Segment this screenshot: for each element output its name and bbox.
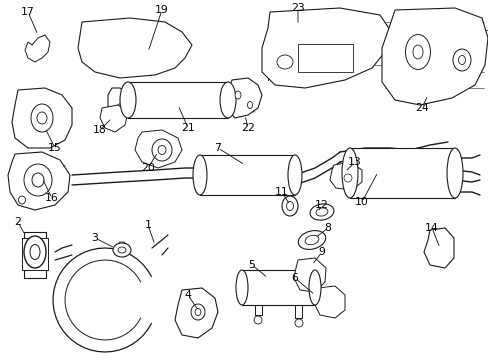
Ellipse shape [37, 112, 47, 124]
Text: 7: 7 [214, 143, 221, 153]
Polygon shape [293, 258, 325, 292]
Ellipse shape [158, 145, 165, 154]
Ellipse shape [113, 243, 131, 257]
Ellipse shape [24, 164, 52, 196]
Polygon shape [314, 286, 345, 318]
Text: 4: 4 [184, 290, 191, 300]
Ellipse shape [236, 270, 247, 305]
Text: 3: 3 [91, 233, 98, 243]
Ellipse shape [282, 196, 297, 216]
Ellipse shape [308, 270, 320, 305]
Ellipse shape [305, 235, 318, 245]
Text: 15: 15 [48, 143, 62, 153]
Ellipse shape [118, 247, 126, 253]
Ellipse shape [341, 148, 357, 198]
Ellipse shape [315, 208, 327, 216]
Text: 19: 19 [155, 5, 168, 15]
Ellipse shape [120, 82, 136, 118]
Polygon shape [329, 162, 361, 190]
Text: 24: 24 [414, 103, 428, 113]
Ellipse shape [235, 91, 241, 99]
Ellipse shape [287, 155, 302, 195]
Text: 8: 8 [324, 223, 331, 233]
Text: 5: 5 [248, 260, 255, 270]
Bar [128, 82, 227, 118]
Ellipse shape [19, 196, 25, 204]
Text: 18: 18 [93, 125, 107, 135]
Ellipse shape [309, 204, 333, 220]
Ellipse shape [452, 49, 470, 71]
Text: 23: 23 [290, 3, 304, 13]
Text: 17: 17 [21, 7, 35, 17]
Ellipse shape [247, 102, 252, 108]
Text: 14: 14 [424, 223, 438, 233]
Polygon shape [78, 18, 192, 78]
Polygon shape [423, 228, 453, 268]
Ellipse shape [446, 148, 462, 198]
Ellipse shape [276, 55, 292, 69]
Ellipse shape [405, 35, 429, 69]
Text: 9: 9 [318, 247, 325, 257]
Ellipse shape [193, 155, 206, 195]
Polygon shape [25, 35, 50, 62]
Ellipse shape [152, 139, 172, 161]
Bar [297, 44, 352, 72]
Text: 13: 13 [347, 157, 361, 167]
Polygon shape [100, 105, 128, 132]
Text: 16: 16 [45, 193, 59, 203]
Ellipse shape [191, 304, 204, 320]
Text: 1: 1 [144, 220, 151, 230]
Ellipse shape [458, 55, 465, 64]
Polygon shape [381, 8, 487, 105]
Ellipse shape [220, 82, 236, 118]
Ellipse shape [253, 316, 262, 324]
Bar [349, 148, 454, 198]
Text: 6: 6 [291, 273, 298, 283]
Text: 10: 10 [354, 197, 368, 207]
Polygon shape [12, 88, 72, 148]
Ellipse shape [32, 173, 44, 187]
Text: 12: 12 [314, 200, 328, 210]
Text: 20: 20 [141, 163, 155, 173]
Text: 11: 11 [275, 187, 288, 197]
Ellipse shape [412, 45, 422, 59]
Ellipse shape [343, 174, 351, 182]
Polygon shape [262, 8, 389, 88]
Polygon shape [8, 152, 70, 210]
Bar [242, 270, 314, 305]
Ellipse shape [30, 244, 40, 260]
Polygon shape [227, 78, 262, 118]
Ellipse shape [24, 236, 46, 268]
Text: 2: 2 [15, 217, 21, 227]
Text: 22: 22 [241, 123, 254, 133]
Ellipse shape [298, 231, 325, 249]
Text: 21: 21 [181, 123, 195, 133]
Ellipse shape [31, 104, 53, 132]
Bar [200, 155, 294, 195]
Ellipse shape [294, 319, 303, 327]
Ellipse shape [195, 309, 201, 315]
Polygon shape [175, 288, 218, 338]
Ellipse shape [286, 202, 293, 211]
Polygon shape [135, 130, 182, 168]
